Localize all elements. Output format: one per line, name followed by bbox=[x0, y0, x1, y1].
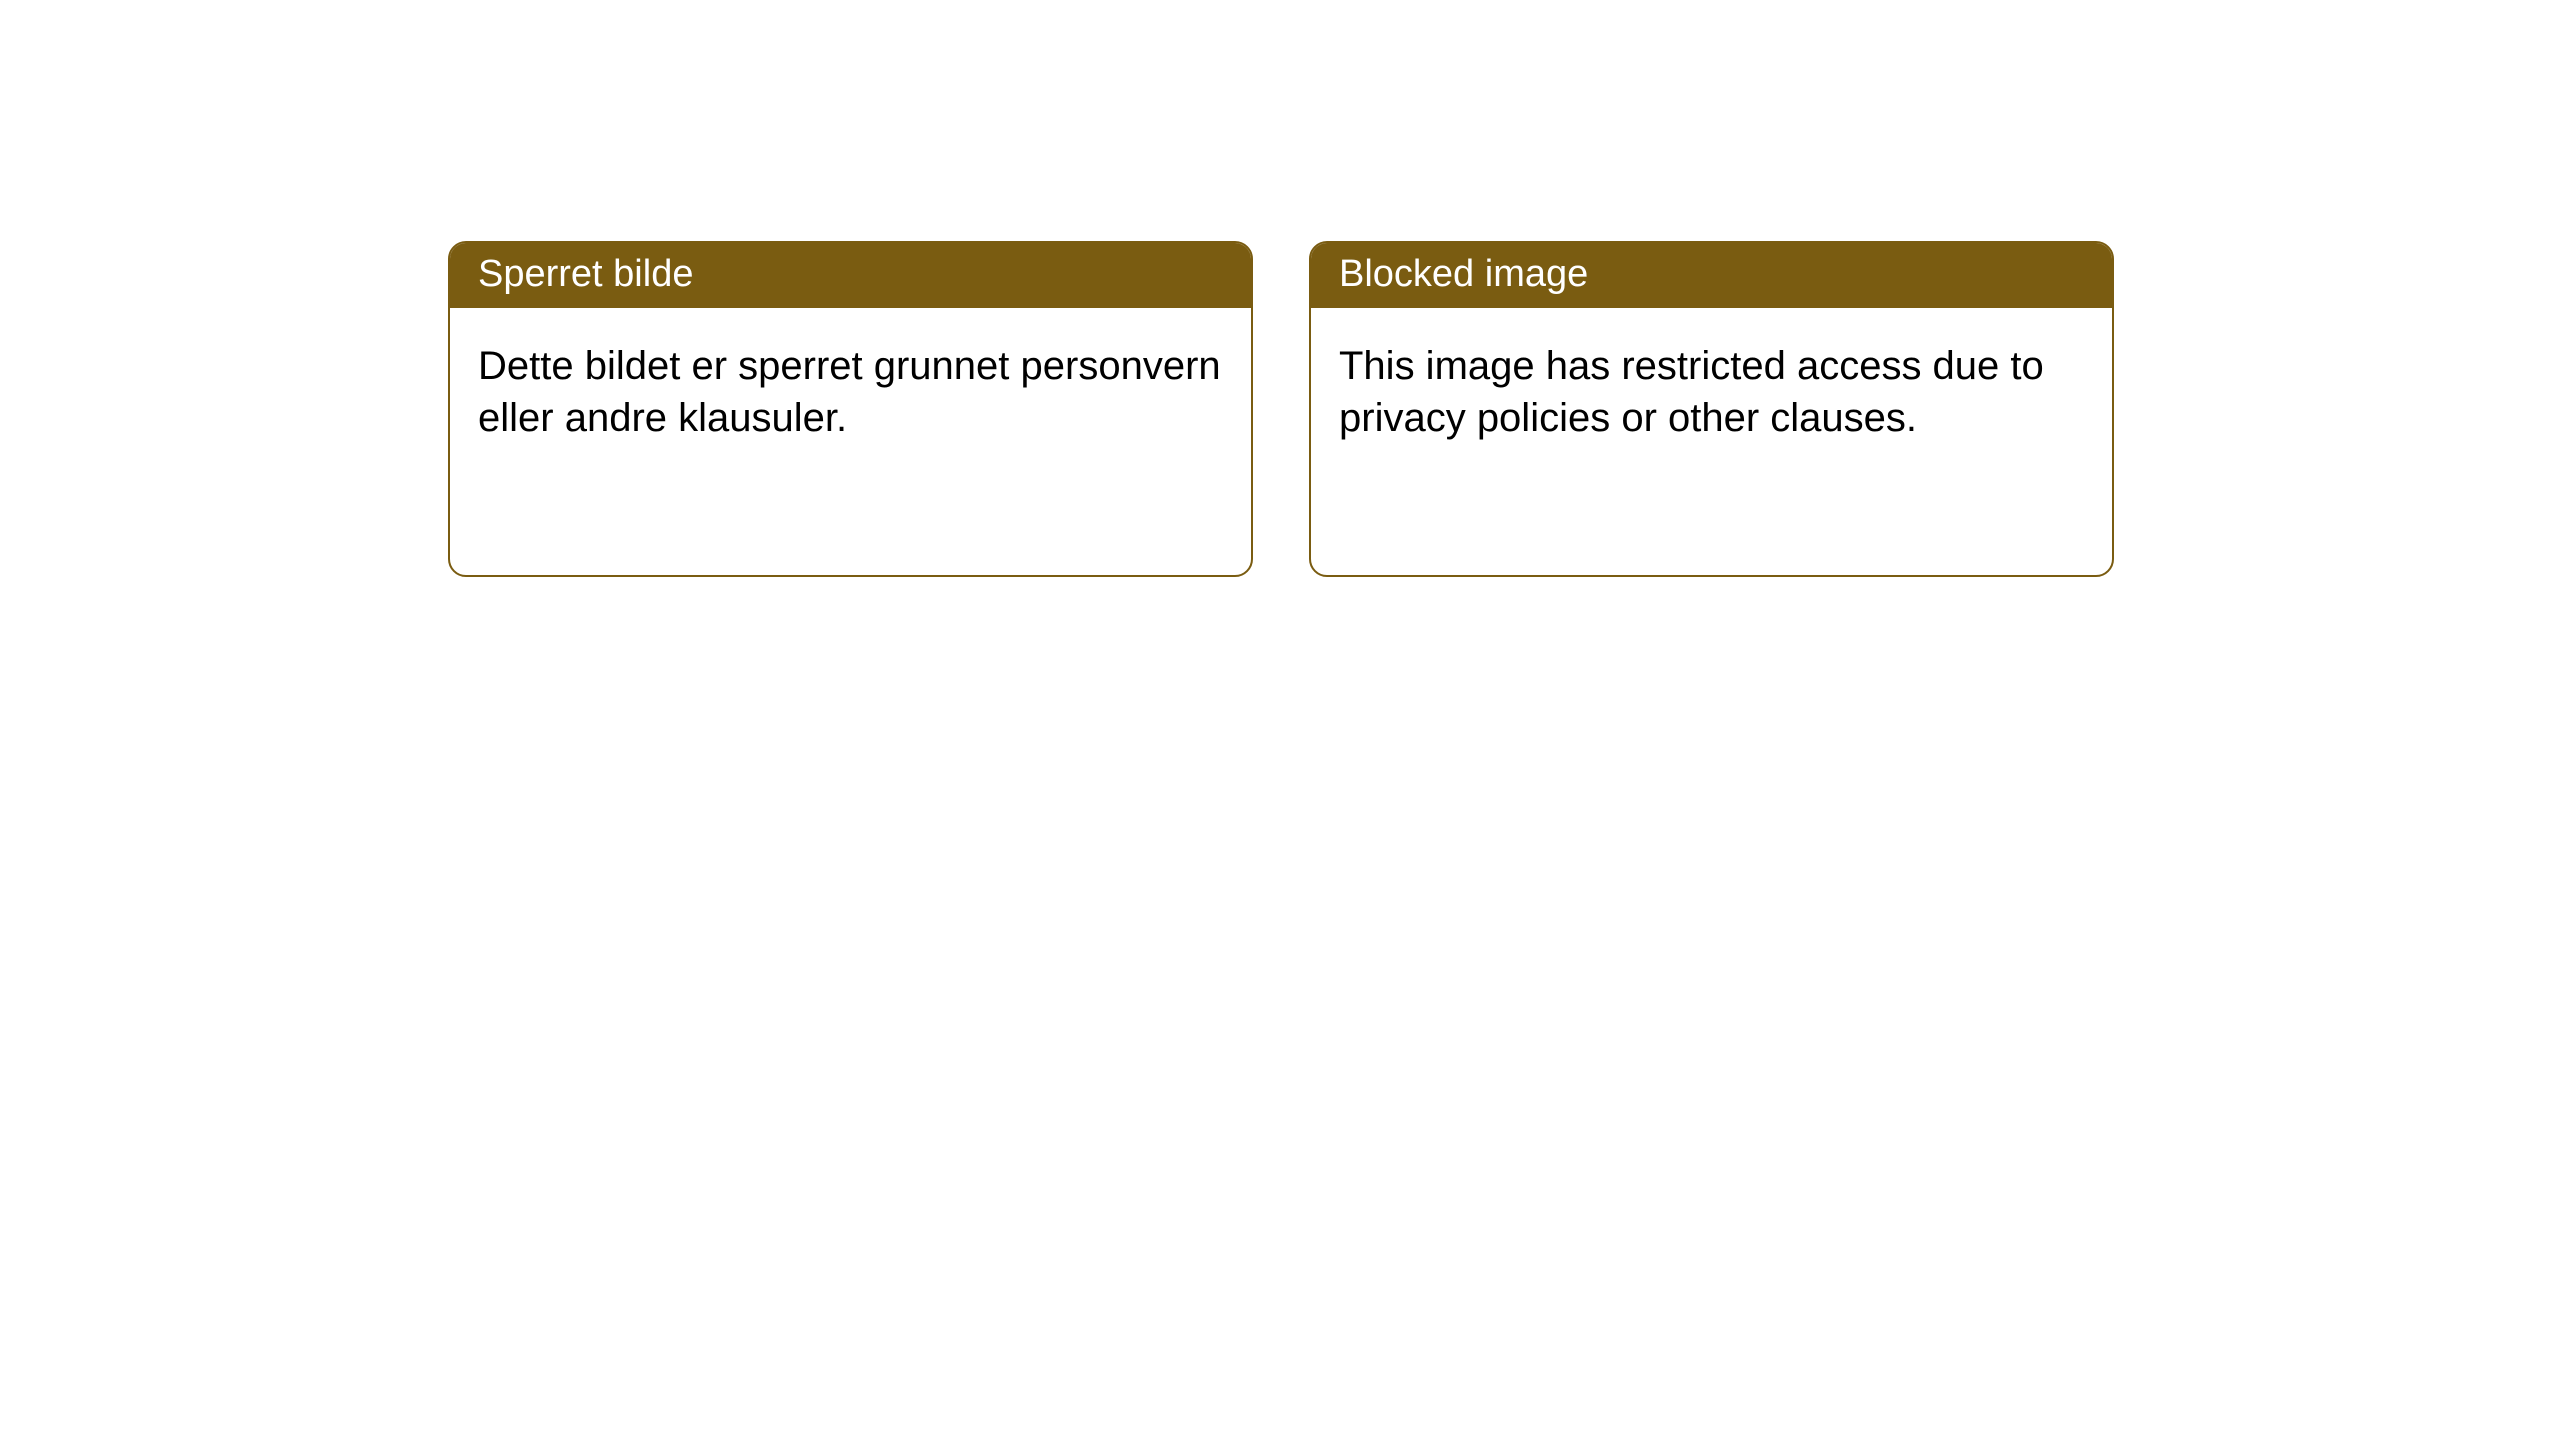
card-title: Blocked image bbox=[1339, 253, 1588, 295]
card-body-text: Dette bildet er sperret grunnet personve… bbox=[478, 344, 1221, 440]
card-header: Sperret bilde bbox=[450, 243, 1251, 308]
notice-card-norwegian: Sperret bilde Dette bildet er sperret gr… bbox=[448, 241, 1253, 577]
card-body: Dette bildet er sperret grunnet personve… bbox=[450, 308, 1251, 476]
notice-card-english: Blocked image This image has restricted … bbox=[1309, 241, 2114, 577]
card-body: This image has restricted access due to … bbox=[1311, 308, 2112, 476]
card-body-text: This image has restricted access due to … bbox=[1339, 344, 2044, 440]
card-title: Sperret bilde bbox=[478, 253, 693, 295]
card-header: Blocked image bbox=[1311, 243, 2112, 308]
notice-cards-container: Sperret bilde Dette bildet er sperret gr… bbox=[448, 241, 2114, 577]
